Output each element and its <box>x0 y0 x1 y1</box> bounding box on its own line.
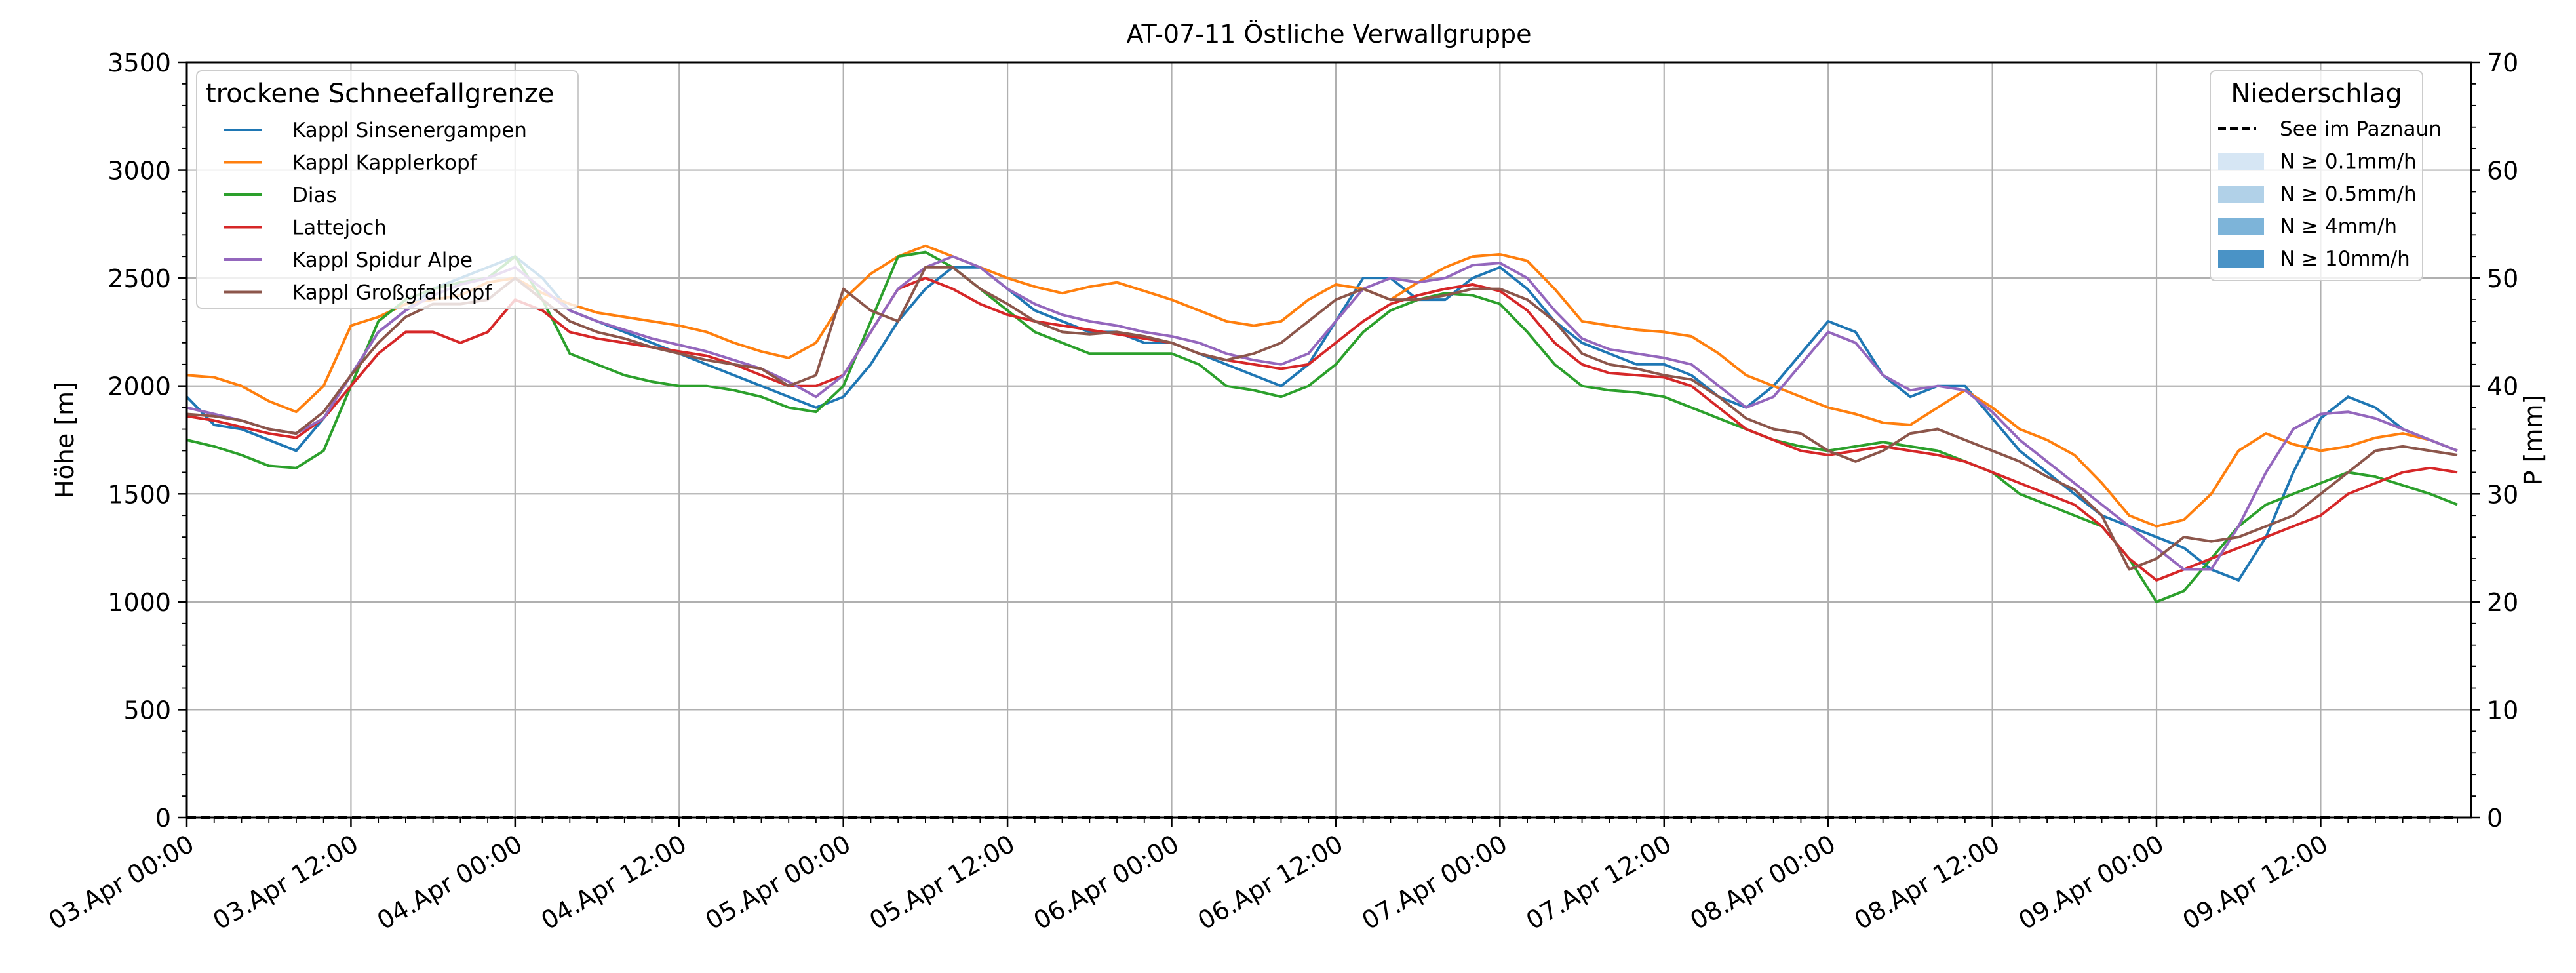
legend-label: Kappl Spidur Alpe <box>292 248 473 272</box>
y-right-tick-label: 10 <box>2487 696 2518 725</box>
legend-label: Dias <box>292 184 337 207</box>
legend-swatch <box>2218 153 2264 170</box>
y-axis-label: Höhe [m] <box>50 382 79 498</box>
x-tick-label: 06.Apr 12:00 <box>1193 829 1348 936</box>
plot-frame <box>185 61 2472 819</box>
legend-precipitation: Niederschlag See im Paznaun N ≥ 0.1mm/h N ≥… <box>2210 70 2442 281</box>
y-axis-label-right: P [mm] <box>2519 395 2548 486</box>
x-tick-label: 03.Apr 12:00 <box>208 829 363 936</box>
legend-title: trockene Schneefallgrenze <box>206 79 554 109</box>
legend-title: Niederschlag <box>2231 79 2402 109</box>
x-tick-label: 09.Apr 12:00 <box>2177 829 2333 936</box>
x-tick-label: 03.Apr 00:00 <box>44 829 199 936</box>
x-tick-label: 08.Apr 00:00 <box>1685 829 1841 936</box>
y-right-tick-label: 20 <box>2487 588 2518 617</box>
legend-box <box>196 70 579 309</box>
legend-stations: trockene Schneefallgrenze Kappl Sinsenerg… <box>196 70 579 309</box>
legend-swatch <box>2218 186 2264 203</box>
legend-swatch <box>2218 250 2264 268</box>
y-right-tick-label: 60 <box>2487 157 2518 186</box>
x-tick-label: 07.Apr 00:00 <box>1357 829 1512 936</box>
x-tick-label: 05.Apr 12:00 <box>865 829 1020 936</box>
y-tick-label: 3000 <box>107 157 171 186</box>
y-right-tick-label: 50 <box>2487 264 2518 293</box>
x-tick-label: 07.Apr 12:00 <box>1521 829 1677 936</box>
series-line-4 <box>186 277 2458 582</box>
series-line-6 <box>186 266 2458 571</box>
x-tick-label: 04.Apr 12:00 <box>536 829 692 936</box>
y-tick-label: 0 <box>155 804 171 833</box>
y-right-tick-label: 70 <box>2487 49 2518 77</box>
chart-title: AT-07-11 Östliche Verwallgruppe <box>1126 20 1531 49</box>
y-tick-label: 3500 <box>107 49 171 77</box>
x-tick-label: 06.Apr 00:00 <box>1028 829 1184 936</box>
legend-label: N ≥ 4mm/h <box>2280 215 2397 239</box>
legend-label: Kappl Sinsenergampen <box>292 119 527 142</box>
legend-label: Kappl Großgfallkopf <box>292 281 492 305</box>
legend-label: See im Paznaun <box>2280 117 2442 141</box>
y-tick-label: 2000 <box>107 372 171 401</box>
legend-label: N ≥ 0.5mm/h <box>2280 182 2417 206</box>
y-tick-label: 500 <box>123 696 171 725</box>
x-tick-label: 05.Apr 00:00 <box>701 829 856 936</box>
legend-label: Kappl Kapplerkopf <box>292 151 478 175</box>
y-tick-label: 2500 <box>107 264 171 293</box>
x-tick-label: 04.Apr 00:00 <box>372 829 528 936</box>
y-tick-label: 1000 <box>107 588 171 617</box>
y-right-tick-label: 40 <box>2487 372 2518 401</box>
y-tick-label: 1500 <box>107 480 171 509</box>
y-right-tick-label: 30 <box>2487 480 2518 509</box>
series-line-3 <box>186 250 2458 603</box>
x-tick-label: 09.Apr 00:00 <box>2014 829 2169 936</box>
legend-label: Lattejoch <box>292 216 387 240</box>
legend-label: N ≥ 10mm/h <box>2280 247 2410 271</box>
y-right-tick-label: 0 <box>2487 804 2503 833</box>
x-tick-label: 08.Apr 12:00 <box>1850 829 2005 936</box>
legend-swatch <box>2218 218 2264 235</box>
legend-label: N ≥ 0.1mm/h <box>2280 150 2417 174</box>
